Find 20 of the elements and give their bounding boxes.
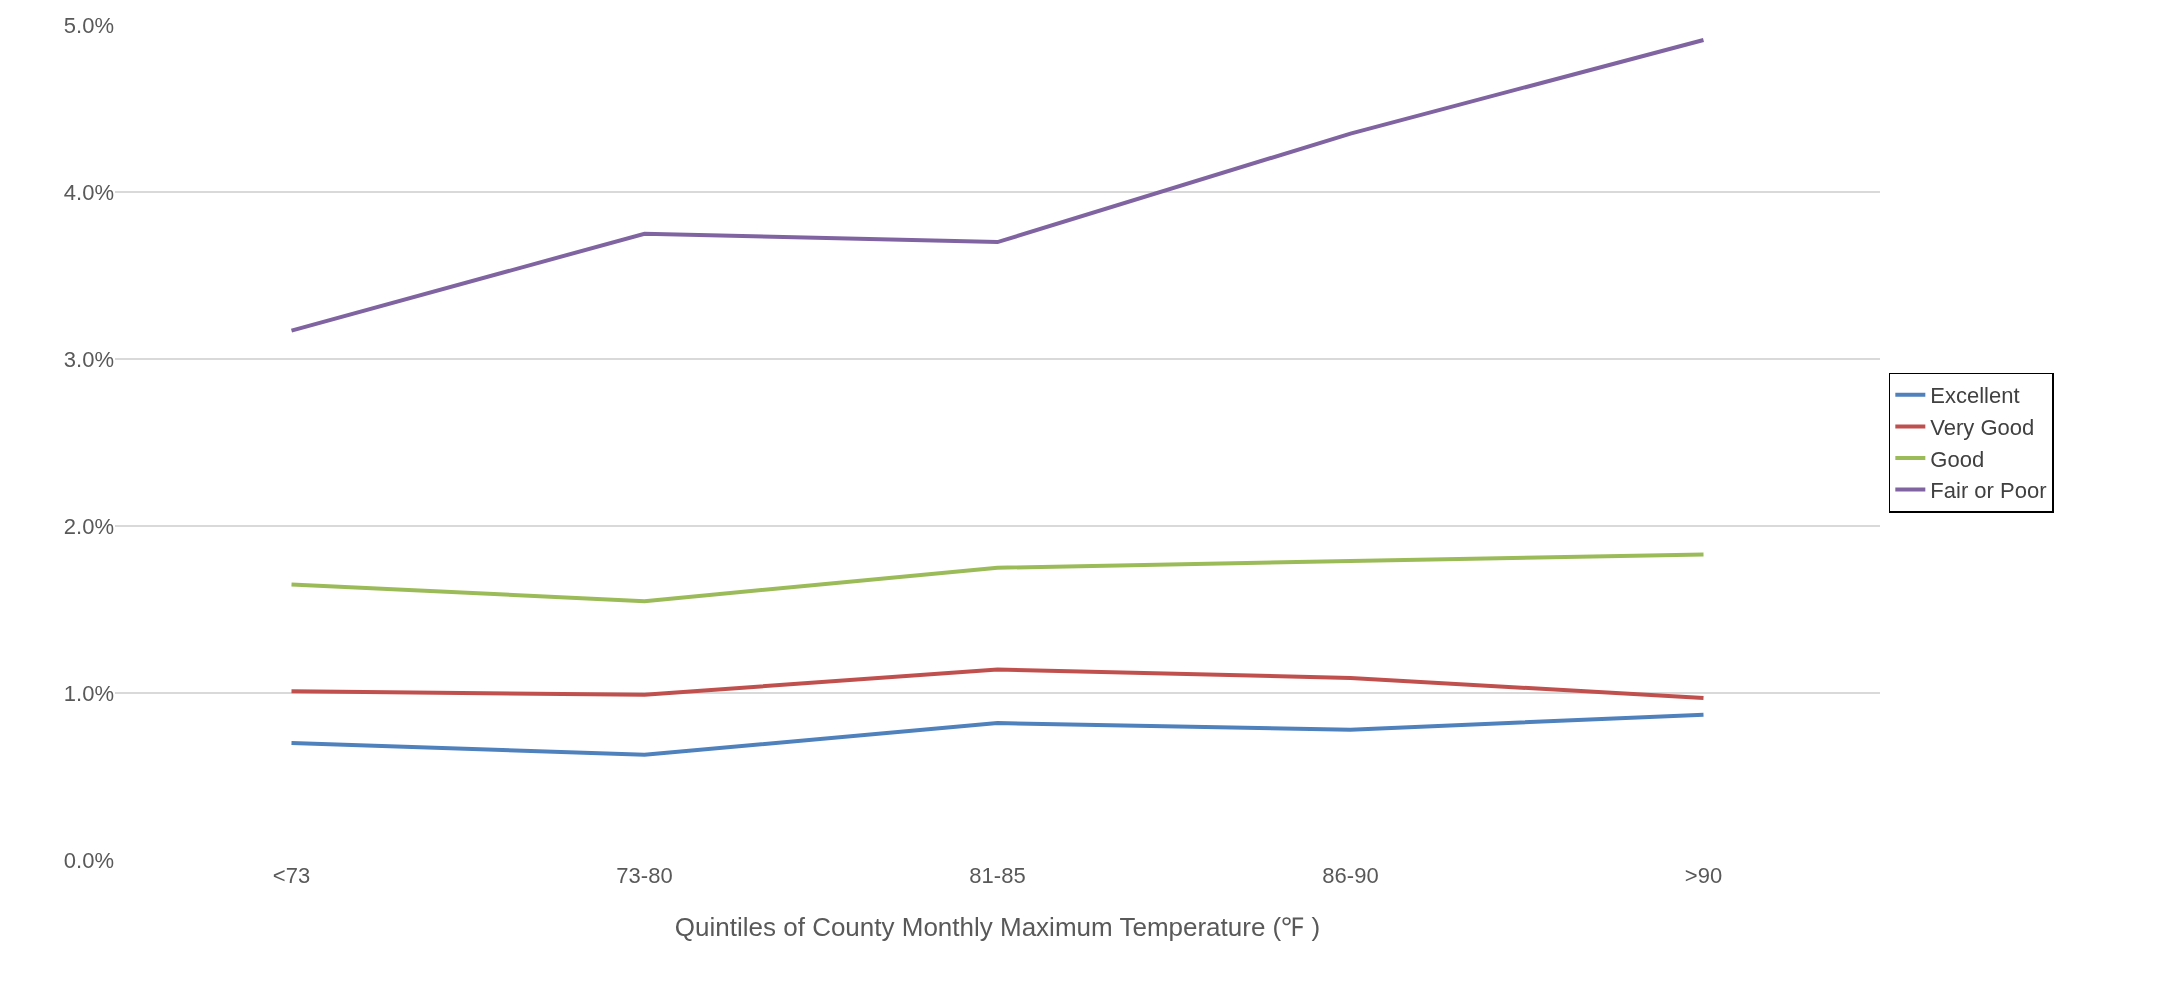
legend-label: Excellent [1930,383,2020,409]
x-tick-label: <73 [272,863,311,888]
y-tick-label: 0.0% [63,847,114,873]
line-series [289,552,1706,604]
y-tick-label: 2.0% [63,513,114,539]
line-series [289,712,1706,757]
y-tick-label: 3.0% [63,346,114,372]
y-tick-label: 1.0% [63,680,114,706]
line-series [289,38,1706,333]
x-tick-label: 81-85 [969,863,1026,888]
y-tick-label: 4.0% [63,179,114,205]
line-series [289,667,1706,701]
y-tick-label: 5.0% [63,12,114,38]
legend-label: Good [1930,446,1985,472]
x-axis-title: Quintiles of County Monthly Maximum Temperature (℉ ) [674,911,1321,942]
x-tick-label: >90 [1684,863,1723,888]
legend-label: Fair or Poor [1930,478,2047,504]
legend-label: Very Good [1930,414,2035,440]
x-tick-label: 86-90 [1322,863,1379,888]
x-tick-label: 73-80 [616,863,673,888]
